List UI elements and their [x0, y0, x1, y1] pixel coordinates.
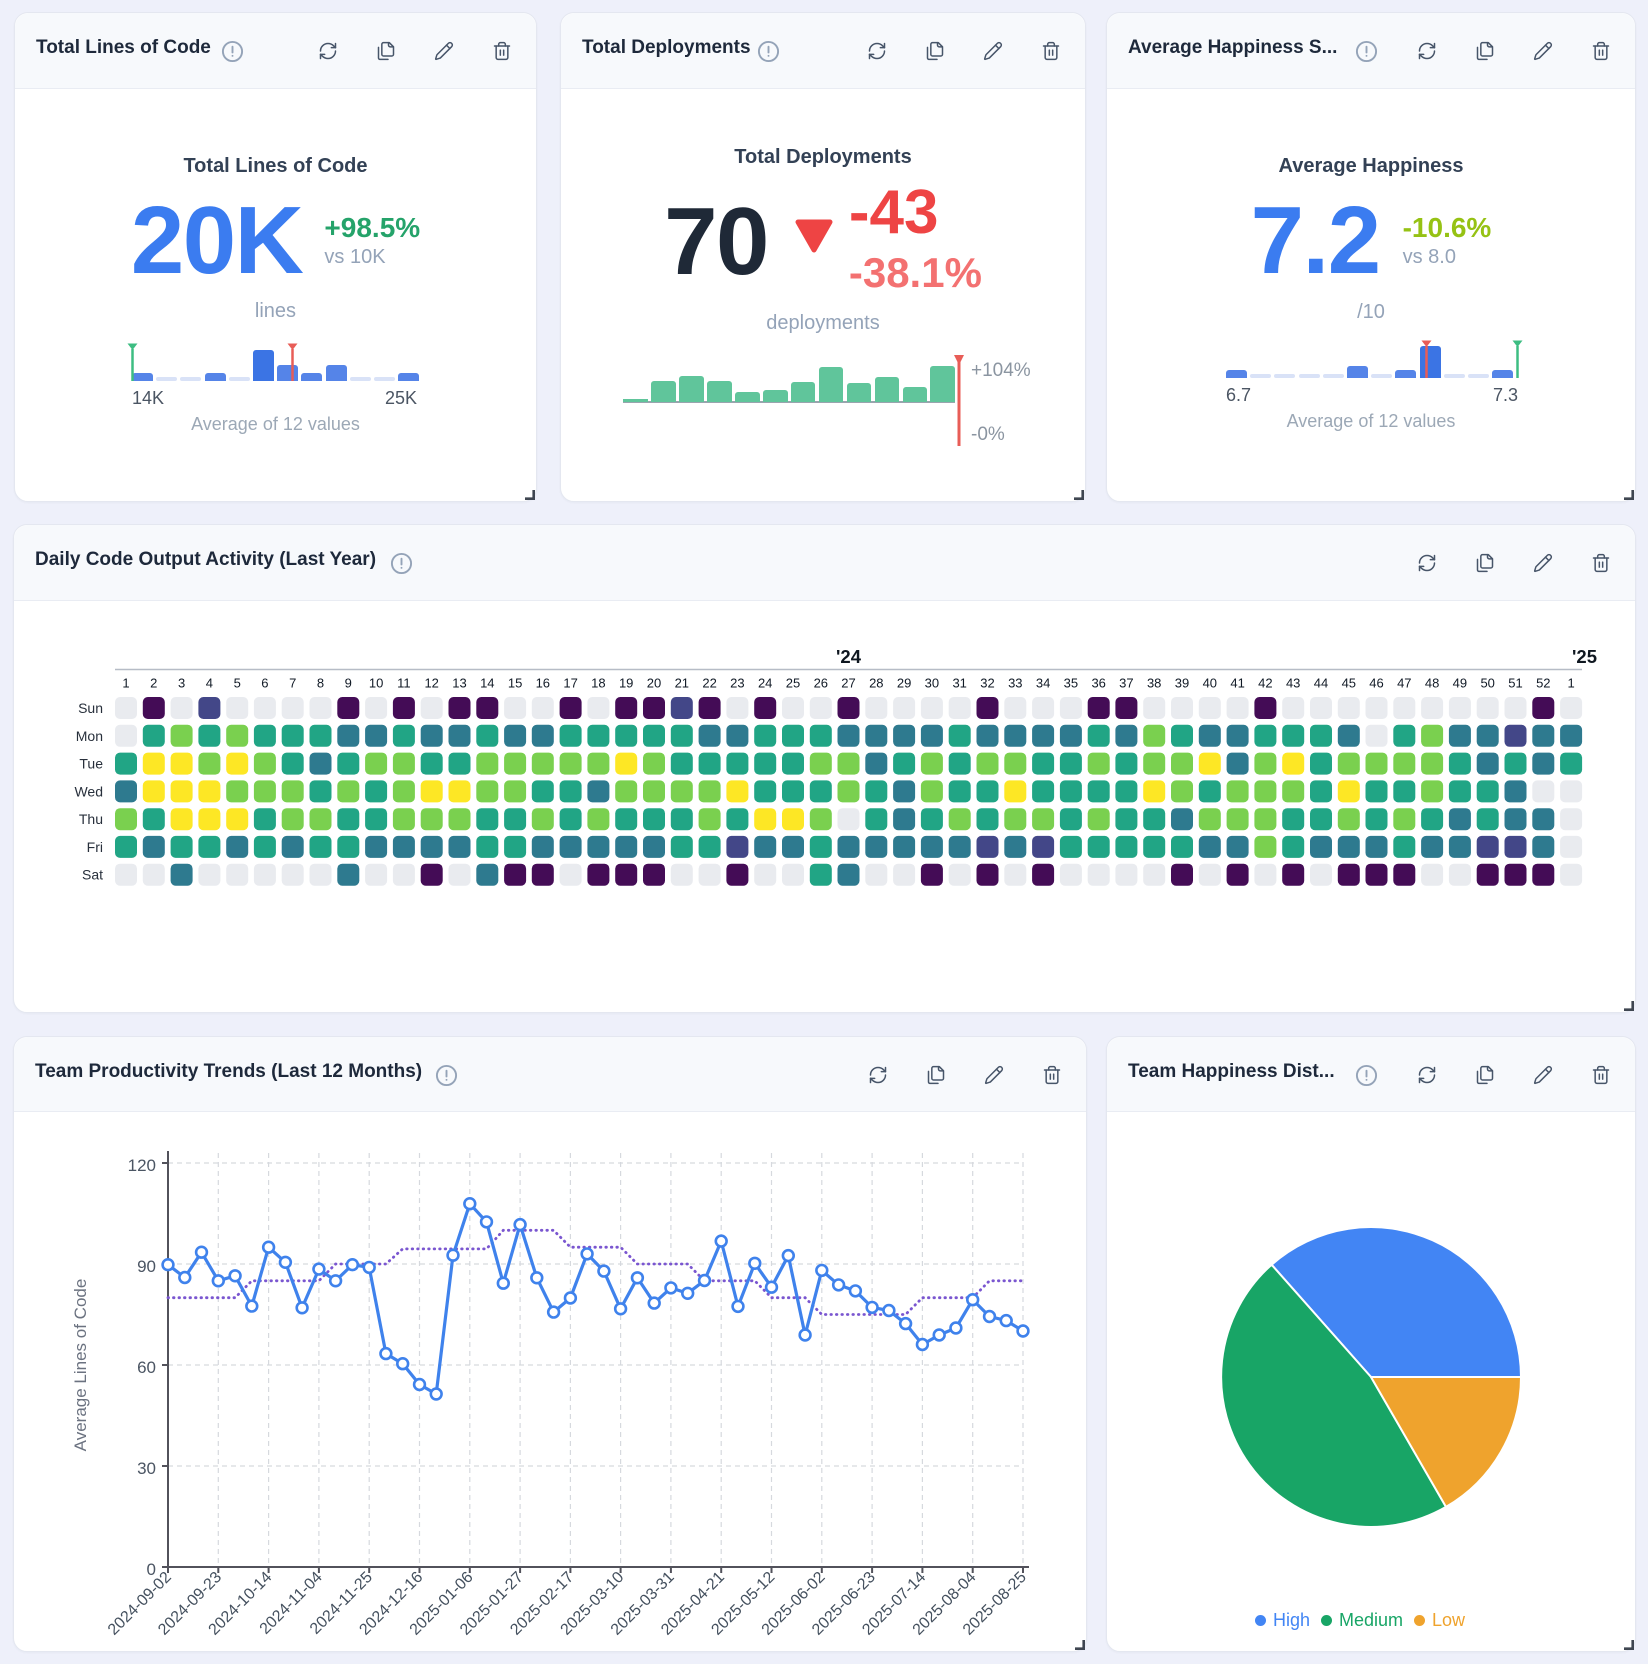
- svg-text:30: 30: [925, 676, 939, 691]
- svg-text:46: 46: [1369, 676, 1383, 691]
- svg-text:7: 7: [289, 676, 296, 691]
- svg-text:10: 10: [369, 676, 383, 691]
- svg-text:Fri: Fri: [87, 839, 103, 855]
- svg-text:43: 43: [1286, 676, 1300, 691]
- svg-text:14: 14: [480, 676, 494, 691]
- svg-text:11: 11: [397, 676, 411, 691]
- svg-text:40: 40: [1203, 676, 1217, 691]
- svg-text:23: 23: [730, 676, 744, 691]
- svg-text:Mon: Mon: [76, 728, 103, 744]
- svg-text:32: 32: [980, 676, 994, 691]
- svg-text:120: 120: [128, 1156, 156, 1175]
- svg-text:35: 35: [1064, 676, 1078, 691]
- svg-text:Tue: Tue: [79, 756, 103, 772]
- svg-text:0: 0: [147, 1560, 156, 1579]
- svg-text:'24: '24: [836, 646, 862, 667]
- svg-text:45: 45: [1342, 676, 1356, 691]
- svg-text:52: 52: [1536, 676, 1550, 691]
- svg-text:90: 90: [137, 1257, 156, 1276]
- svg-text:49: 49: [1453, 676, 1467, 691]
- svg-text:Thu: Thu: [79, 811, 103, 827]
- svg-text:50: 50: [1480, 676, 1494, 691]
- svg-text:15: 15: [508, 676, 522, 691]
- svg-text:Sat: Sat: [82, 867, 103, 883]
- svg-text:29: 29: [897, 676, 911, 691]
- svg-text:37: 37: [1119, 676, 1133, 691]
- svg-text:30: 30: [137, 1459, 156, 1478]
- svg-text:8: 8: [317, 676, 324, 691]
- svg-text:51: 51: [1508, 676, 1522, 691]
- svg-text:6: 6: [261, 676, 268, 691]
- svg-text:25: 25: [786, 676, 800, 691]
- svg-text:4: 4: [206, 676, 213, 691]
- svg-text:5: 5: [234, 676, 241, 691]
- svg-text:42: 42: [1258, 676, 1272, 691]
- svg-text:47: 47: [1397, 676, 1411, 691]
- svg-text:33: 33: [1008, 676, 1022, 691]
- svg-text:16: 16: [536, 676, 550, 691]
- svg-text:Sun: Sun: [78, 700, 103, 716]
- svg-text:3: 3: [178, 676, 185, 691]
- svg-text:24: 24: [758, 676, 772, 691]
- svg-text:1: 1: [122, 676, 129, 691]
- svg-text:9: 9: [345, 676, 352, 691]
- svg-text:22: 22: [702, 676, 716, 691]
- svg-text:39: 39: [1175, 676, 1189, 691]
- svg-text:21: 21: [675, 676, 689, 691]
- svg-text:31: 31: [952, 676, 966, 691]
- svg-text:17: 17: [563, 676, 577, 691]
- svg-text:12: 12: [424, 676, 438, 691]
- svg-text:41: 41: [1230, 676, 1244, 691]
- svg-text:28: 28: [869, 676, 883, 691]
- svg-text:13: 13: [452, 676, 466, 691]
- svg-text:36: 36: [1091, 676, 1105, 691]
- svg-text:26: 26: [814, 676, 828, 691]
- svg-text:Average Lines of Code: Average Lines of Code: [71, 1279, 90, 1452]
- svg-text:18: 18: [591, 676, 605, 691]
- svg-text:Wed: Wed: [74, 783, 103, 799]
- svg-text:'25: '25: [1572, 646, 1597, 667]
- svg-text:2: 2: [150, 676, 157, 691]
- svg-text:44: 44: [1314, 676, 1328, 691]
- svg-text:20: 20: [647, 676, 661, 691]
- svg-text:1: 1: [1567, 676, 1574, 691]
- svg-text:48: 48: [1425, 676, 1439, 691]
- svg-text:34: 34: [1036, 676, 1050, 691]
- svg-text:19: 19: [619, 676, 633, 691]
- svg-text:60: 60: [137, 1358, 156, 1377]
- svg-text:38: 38: [1147, 676, 1161, 691]
- svg-text:27: 27: [841, 676, 855, 691]
